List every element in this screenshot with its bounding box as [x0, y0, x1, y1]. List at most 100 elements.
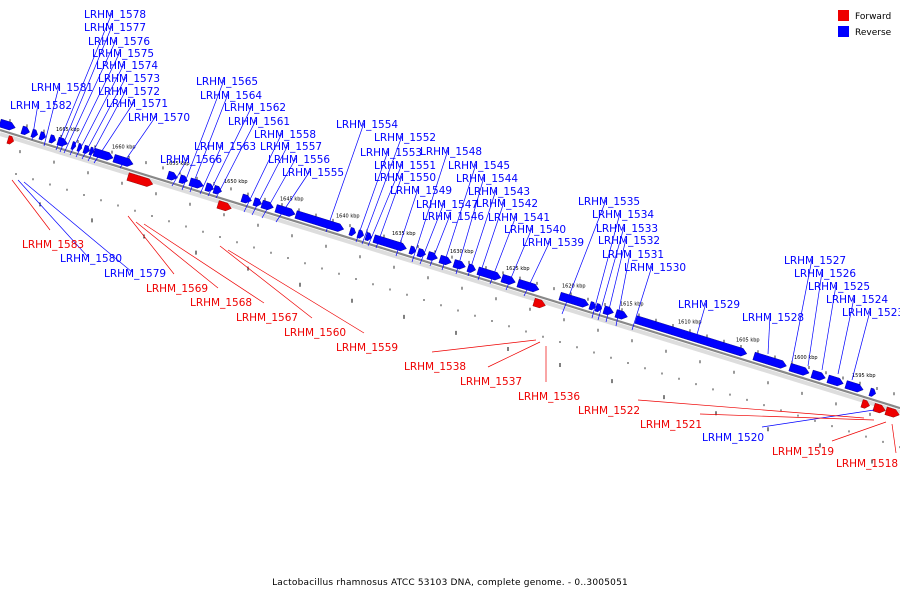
gene-label: LRHM_1573: [98, 73, 160, 85]
reverse-gene: [166, 170, 178, 181]
reverse-gene: [826, 374, 844, 387]
gene-label: LRHM_1576: [88, 36, 150, 48]
leader-line: [455, 176, 485, 275]
leader-line: [561, 199, 607, 315]
leader-line: [477, 201, 505, 281]
gene-label: LRHM_1562: [224, 102, 286, 114]
gene-label: LRHM_1558: [254, 129, 316, 141]
reverse-gene: [356, 229, 364, 239]
gene-label: LRHM_1527: [784, 255, 846, 267]
leader-line: [171, 157, 189, 187]
gene-label: LRHM_1525: [808, 281, 870, 293]
reverse-gene: [20, 125, 30, 136]
reverse-gene: [426, 251, 438, 261]
reverse-gene: [260, 199, 274, 211]
legend-reverse-label: Reverse: [855, 28, 892, 38]
leader-line: [615, 252, 631, 327]
reverse-gene: [752, 351, 787, 369]
gene-label: LRHM_1520: [702, 432, 764, 444]
reverse-gene: [810, 369, 826, 381]
gene-label: LRHM_1567: [236, 312, 298, 324]
leader-line: [431, 339, 537, 353]
scale-label: 1655 kbp: [166, 161, 190, 167]
legend-forward-swatch: [838, 10, 849, 21]
leader-line: [761, 409, 875, 428]
leader-line: [375, 175, 403, 249]
gene-label: LRHM_1518: [836, 458, 898, 470]
leader-line: [207, 105, 253, 197]
leader-line: [851, 310, 871, 381]
gene-label: LRHM_1548: [420, 146, 482, 158]
gene-label: LRHM_1546: [422, 211, 484, 223]
reverse-gene: [408, 245, 416, 255]
leader-line: [55, 12, 113, 151]
scale-ticks: 1665 kbp 1660 kbp 1655 kbp 1650 kbp 1645 kbp…: [9, 119, 900, 464]
leader-line: [419, 202, 445, 265]
gene-label: LRHM_1547: [416, 199, 478, 211]
scale-label: 1620 kbp: [562, 284, 586, 290]
label-leader-lines: [11, 12, 897, 454]
reverse-gene: [348, 227, 356, 237]
gene-label: LRHM_1554: [336, 119, 398, 131]
gene-label: LRHM_1550: [374, 172, 436, 184]
reverse-gene: [56, 136, 68, 147]
backbone-line: [0, 128, 900, 410]
leader-line: [361, 135, 403, 245]
reverse-gene: [48, 134, 56, 144]
leader-line: [87, 89, 127, 162]
leader-line: [605, 238, 627, 323]
reverse-gene: [294, 210, 345, 232]
scale-label: 1645 kbp: [280, 196, 304, 202]
reverse-gene: [70, 141, 77, 150]
gene-label: LRHM_1570: [128, 112, 190, 124]
forward-gene: [860, 399, 870, 409]
gene-label: LRHM_1549: [390, 185, 452, 197]
scale-label: 1660 kbp: [112, 144, 136, 150]
gene-label: LRHM_1574: [96, 60, 158, 72]
leader-line: [489, 215, 517, 285]
scale-label: 1635 kbp: [392, 231, 416, 237]
gene-label: LRHM_1555: [282, 167, 344, 179]
leader-line: [467, 189, 497, 277]
leader-line: [243, 132, 283, 213]
leader-line: [807, 271, 823, 367]
gene-label: LRHM_1568: [190, 297, 252, 309]
gene-label: LRHM_1521: [640, 419, 702, 431]
forward-gene: [126, 172, 154, 187]
gene-label: LRHM_1541: [488, 212, 550, 224]
leader-line: [891, 423, 897, 454]
reverse-gene: [188, 177, 204, 189]
gene-label: LRHM_1526: [794, 268, 856, 280]
gene-label: LRHM_1583: [22, 239, 84, 251]
scale-label: 1665 kbp: [56, 127, 80, 133]
gene-label: LRHM_1522: [578, 405, 640, 417]
leader-line: [767, 315, 771, 355]
reverse-gene: [476, 266, 502, 281]
leader-line: [395, 188, 419, 257]
leader-line: [837, 297, 855, 375]
leader-line: [831, 421, 887, 442]
reverse-gene: [614, 309, 628, 320]
gene-label: LRHM_1535: [578, 196, 640, 208]
reverse-gene: [558, 291, 589, 308]
scale-label: 1630 kbp: [450, 249, 474, 255]
reverse-gene: [240, 193, 252, 204]
gene-label: LRHM_1578: [84, 9, 146, 21]
leader-line: [69, 51, 121, 156]
leader-line: [821, 284, 837, 371]
leader-line: [181, 79, 225, 191]
gene-label: LRHM_1542: [476, 198, 538, 210]
gene-label: LRHM_1580: [60, 253, 122, 265]
reverse-gene: [516, 278, 540, 293]
gene-label: LRHM_1536: [518, 391, 580, 403]
reverse-gene: [466, 263, 476, 273]
gene-label: LRHM_1534: [592, 209, 654, 221]
leader-line: [227, 249, 365, 334]
gene-label: LRHM_1523: [842, 307, 900, 319]
scale-label: 1640 kbp: [336, 214, 360, 220]
leader-line: [135, 221, 219, 289]
reverse-gene: [274, 204, 296, 217]
gene-label: LRHM_1581: [31, 82, 93, 94]
leader-line: [119, 115, 157, 169]
leader-line: [93, 101, 135, 164]
